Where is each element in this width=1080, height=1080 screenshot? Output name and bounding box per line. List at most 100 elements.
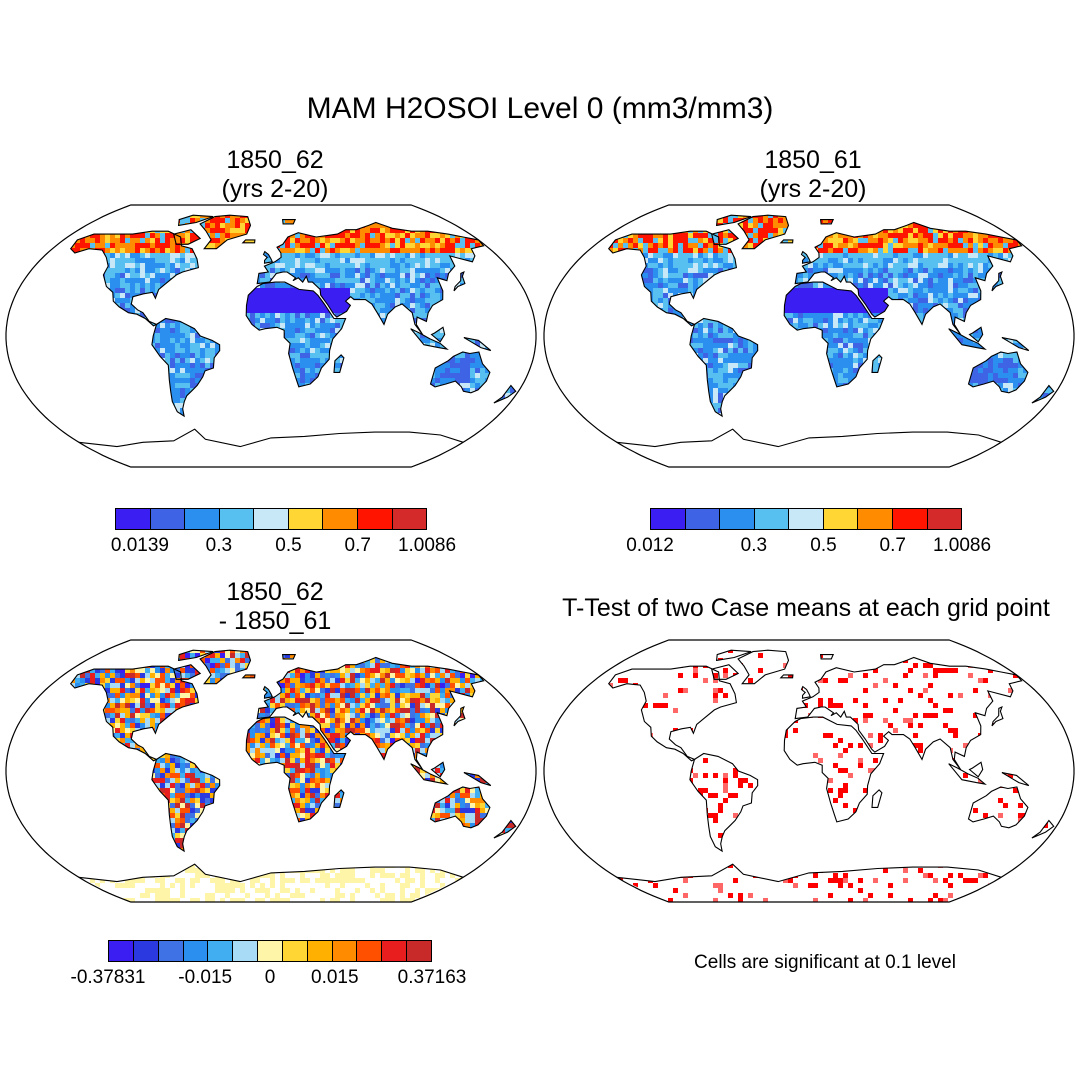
coastline: [783, 281, 885, 388]
panel-1-title-line2: (yrs 2-20): [221, 175, 329, 203]
coastline: [607, 230, 738, 327]
coastline: [1031, 384, 1055, 404]
coastline: [819, 219, 835, 225]
coastline: [245, 281, 347, 388]
coastline: [800, 685, 812, 699]
colorbar-swatch: [382, 941, 408, 961]
coastline: [410, 328, 449, 350]
coastline: [430, 326, 446, 343]
coastline: [819, 654, 835, 660]
coastline: [463, 336, 492, 352]
world-map: [5, 639, 537, 903]
coastline: [800, 250, 812, 264]
colorbar-swatch: [407, 941, 431, 961]
colorbar-swatch: [258, 941, 283, 961]
coastline: [199, 214, 252, 250]
coastline: [69, 230, 200, 327]
world-map: [543, 639, 1075, 903]
coastline: [1031, 819, 1055, 839]
panel-2-title-line1: 1850_61: [764, 146, 862, 174]
colorbar-swatch: [720, 509, 755, 529]
panel-3-title-line2: - 1850_61: [218, 607, 332, 635]
coastline: [78, 863, 464, 883]
colorbar-swatch: [282, 941, 308, 961]
coastline: [711, 229, 740, 245]
coastline: [262, 685, 274, 699]
colorbar-swatch: [323, 509, 358, 529]
colorbar-tick-label: 0.3: [205, 535, 233, 556]
panel-1-colorbar: [115, 508, 427, 530]
colorbar-tick-label: 0.012: [626, 535, 674, 556]
map-border: [5, 204, 537, 468]
coastline: [794, 221, 1023, 335]
colorbar-swatch: [357, 509, 393, 529]
coastline: [871, 354, 883, 373]
coastline: [430, 761, 446, 778]
panel-3-map: [5, 638, 537, 909]
coastline: [262, 250, 274, 264]
coastline: [333, 789, 345, 808]
colorbar-tick-label: 0.5: [810, 535, 837, 556]
coastline: [173, 229, 202, 245]
colorbar-tick-label: 0: [264, 967, 276, 988]
colorbar-tick-label: 0.015: [311, 967, 359, 988]
world-map: [543, 204, 1075, 468]
data-field: [70, 650, 516, 902]
significance-note: Cells are significant at 0.1 level: [694, 952, 956, 973]
colorbar-swatch: [357, 941, 383, 961]
colorbar-swatch: [183, 941, 209, 961]
coastline: [241, 674, 256, 679]
coastline: [410, 763, 449, 785]
coastline: [715, 649, 752, 662]
panel-4-map: [543, 638, 1075, 909]
coastline: [69, 665, 200, 762]
colorbar-tick-label: 0.3: [740, 535, 768, 556]
coastline: [256, 221, 485, 335]
colorbar-tick-label: 1.0086: [932, 535, 992, 556]
coastline: [783, 716, 885, 823]
coastline: [281, 654, 297, 660]
coastline: [689, 317, 759, 418]
colorbar-swatch: [392, 509, 427, 529]
map-border: [5, 639, 537, 903]
colorbar-swatch: [927, 509, 962, 529]
colorbar-swatch: [789, 509, 824, 529]
coastline: [948, 763, 987, 785]
coastline: [737, 214, 790, 250]
coastline: [715, 214, 752, 227]
coastline: [177, 649, 214, 662]
colorbar-swatch: [116, 509, 151, 529]
colorbar-swatch: [332, 941, 358, 961]
coastline: [779, 674, 794, 679]
panel-1-title: 1850_62 (yrs 2-20): [90, 146, 460, 204]
panel-3-title-line1: 1850_62: [226, 578, 324, 606]
colorbar-swatch: [892, 509, 928, 529]
coastline: [607, 665, 738, 762]
colorbar-tick-label: 0.7: [344, 535, 371, 556]
panel-2-colorbar: [650, 508, 962, 530]
colorbar-swatch: [823, 509, 859, 529]
coastline: [871, 789, 883, 808]
coastline: [493, 819, 517, 839]
panel-2-title: 1850_61 (yrs 2-20): [628, 146, 998, 204]
coastline: [991, 705, 1004, 727]
panel-2-title-line2: (yrs 2-20): [759, 175, 867, 203]
colorbar-tick-label: 0.7: [879, 535, 906, 556]
coastline: [463, 771, 492, 787]
coastline: [453, 270, 466, 292]
colorbar-swatch: [208, 941, 234, 961]
colorbar-swatch: [254, 509, 289, 529]
coastline: [177, 214, 214, 227]
colorbar-tick-label: 0.5: [275, 535, 302, 556]
coastline: [429, 351, 491, 394]
coastline: [245, 716, 347, 823]
coastline: [794, 656, 1023, 770]
coastline: [968, 326, 984, 343]
coastline: [991, 270, 1004, 292]
colorbar-swatch: [185, 509, 220, 529]
panel-2-colorbar-ticks: 0.012 0.3 0.5 0.7 1.0086: [626, 535, 991, 559]
panel-1-colorbar-ticks: 0.0139 0.3 0.5 0.7 1.0086: [111, 535, 456, 559]
coastline: [689, 752, 759, 853]
panel-2-map: [543, 203, 1075, 474]
colorbar-swatch: [233, 941, 259, 961]
